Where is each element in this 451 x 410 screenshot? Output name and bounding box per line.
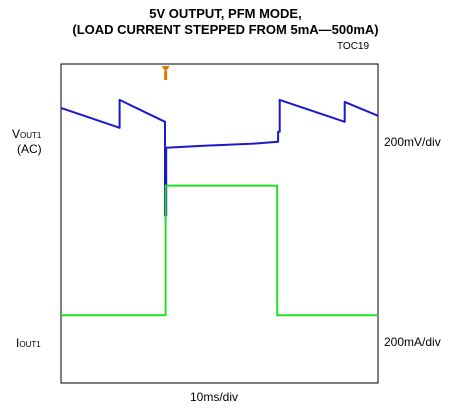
voltage-trace [60, 98, 379, 217]
vout-ac-label: (AC) [17, 142, 42, 156]
chart-title-line-1: 5V OUTPUT, PFM MODE, [149, 6, 302, 21]
trigger-marker-icon [161, 66, 170, 80]
vout-label-main: V [12, 127, 21, 141]
vout-label-sub: OUT1 [20, 131, 42, 140]
iout-label-sub: OUT1 [19, 340, 41, 349]
figure-code: TOC19 [337, 41, 370, 52]
current-scale-label: 200mA/div [384, 335, 441, 349]
plot-frame [60, 63, 379, 384]
iout-label-main: I [16, 336, 20, 350]
vout-label: VOUT1 [12, 127, 41, 141]
iout-label: IOUT1 [16, 336, 41, 350]
current-trace [61, 184, 378, 317]
chart-title-line-2: (LOAD CURRENT STEPPED FROM 5mA—500mA) [72, 22, 379, 37]
voltage-scale-label: 200mV/div [384, 135, 441, 149]
time-scale-label: 10ms/div [190, 390, 239, 404]
